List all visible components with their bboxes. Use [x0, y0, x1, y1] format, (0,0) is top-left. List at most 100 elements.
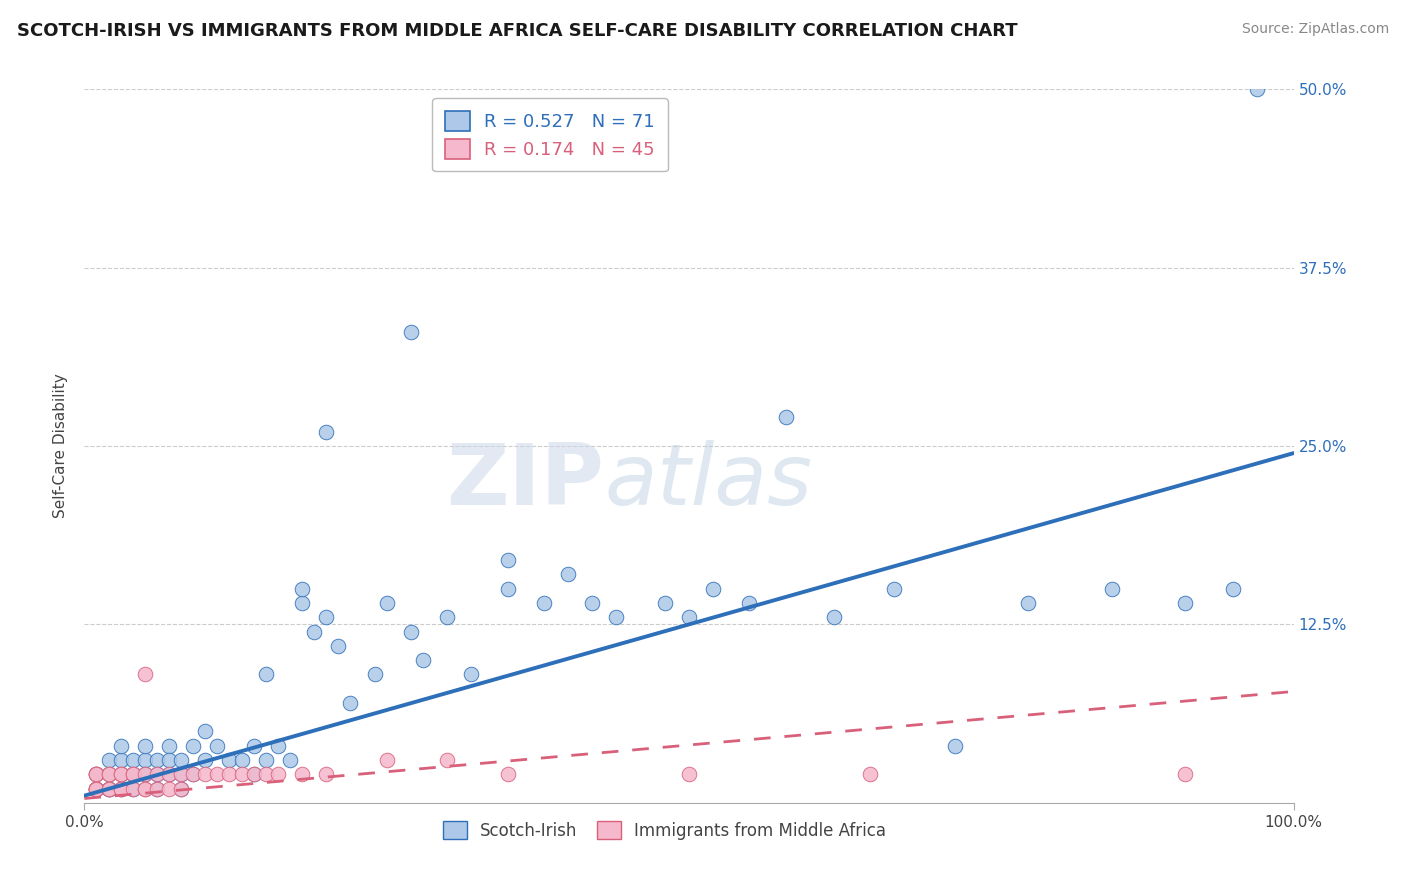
Point: [399, 624, 422, 639]
Point: [328, 639, 350, 653]
Point: [110, 781, 132, 796]
Point: [97, 781, 120, 796]
Point: [207, 767, 229, 781]
Point: [363, 667, 385, 681]
Point: [315, 610, 337, 624]
Point: [97, 767, 120, 781]
Text: SCOTCH-IRISH VS IMMIGRANTS FROM MIDDLE AFRICA SELF-CARE DISABILITY CORRELATION C: SCOTCH-IRISH VS IMMIGRANTS FROM MIDDLE A…: [17, 22, 1018, 40]
Point: [496, 767, 519, 781]
Point: [134, 767, 156, 781]
Point: [207, 739, 229, 753]
Point: [1101, 582, 1123, 596]
Point: [157, 767, 180, 781]
Point: [412, 653, 434, 667]
Point: [181, 767, 204, 781]
Point: [97, 753, 120, 767]
Point: [86, 767, 108, 781]
Point: [146, 767, 169, 781]
Point: [218, 753, 240, 767]
Point: [231, 767, 253, 781]
Point: [943, 739, 966, 753]
Point: [581, 596, 603, 610]
Point: [170, 753, 193, 767]
Point: [291, 767, 314, 781]
Point: [291, 582, 314, 596]
Y-axis label: Self-Care Disability: Self-Care Disability: [53, 374, 69, 518]
Point: [267, 767, 290, 781]
Point: [146, 781, 169, 796]
Point: [121, 753, 143, 767]
Point: [291, 596, 314, 610]
Point: [97, 767, 120, 781]
Point: [375, 753, 398, 767]
Point: [194, 767, 217, 781]
Point: [146, 753, 169, 767]
Text: Source: ZipAtlas.com: Source: ZipAtlas.com: [1241, 22, 1389, 37]
Point: [121, 767, 143, 781]
Point: [315, 767, 337, 781]
Point: [170, 767, 193, 781]
Point: [375, 596, 398, 610]
Point: [110, 767, 132, 781]
Point: [157, 739, 180, 753]
Text: atlas: atlas: [605, 440, 813, 524]
Point: [121, 767, 143, 781]
Point: [1222, 582, 1244, 596]
Legend: Scotch-Irish, Immigrants from Middle Africa: Scotch-Irish, Immigrants from Middle Afr…: [434, 814, 894, 848]
Point: [254, 753, 277, 767]
Point: [738, 596, 761, 610]
Point: [181, 767, 204, 781]
Point: [1174, 596, 1197, 610]
Point: [134, 781, 156, 796]
Point: [702, 582, 724, 596]
Point: [121, 781, 143, 796]
Point: [97, 781, 120, 796]
Point: [86, 781, 108, 796]
Point: [436, 610, 458, 624]
Point: [157, 781, 180, 796]
Point: [170, 781, 193, 796]
Point: [315, 425, 337, 439]
Point: [170, 781, 193, 796]
Point: [121, 781, 143, 796]
Point: [181, 739, 204, 753]
Point: [302, 624, 325, 639]
Point: [242, 739, 264, 753]
Point: [121, 767, 143, 781]
Point: [146, 781, 169, 796]
Point: [436, 753, 458, 767]
Point: [110, 781, 132, 796]
Point: [86, 767, 108, 781]
Point: [557, 567, 579, 582]
Point: [496, 582, 519, 596]
Point: [654, 596, 676, 610]
Point: [339, 696, 361, 710]
Point: [110, 767, 132, 781]
Point: [134, 753, 156, 767]
Point: [242, 767, 264, 781]
Point: [110, 753, 132, 767]
Point: [97, 781, 120, 796]
Point: [859, 767, 882, 781]
Point: [134, 767, 156, 781]
Point: [146, 767, 169, 781]
Point: [399, 325, 422, 339]
Point: [170, 767, 193, 781]
Point: [194, 753, 217, 767]
Point: [110, 781, 132, 796]
Point: [775, 410, 797, 425]
Point: [86, 781, 108, 796]
Text: ZIP: ZIP: [447, 440, 605, 524]
Point: [242, 767, 264, 781]
Point: [678, 610, 700, 624]
Point: [254, 667, 277, 681]
Point: [218, 767, 240, 781]
Point: [86, 767, 108, 781]
Point: [134, 781, 156, 796]
Point: [97, 781, 120, 796]
Point: [533, 596, 555, 610]
Point: [134, 739, 156, 753]
Point: [97, 767, 120, 781]
Point: [254, 767, 277, 781]
Point: [883, 582, 905, 596]
